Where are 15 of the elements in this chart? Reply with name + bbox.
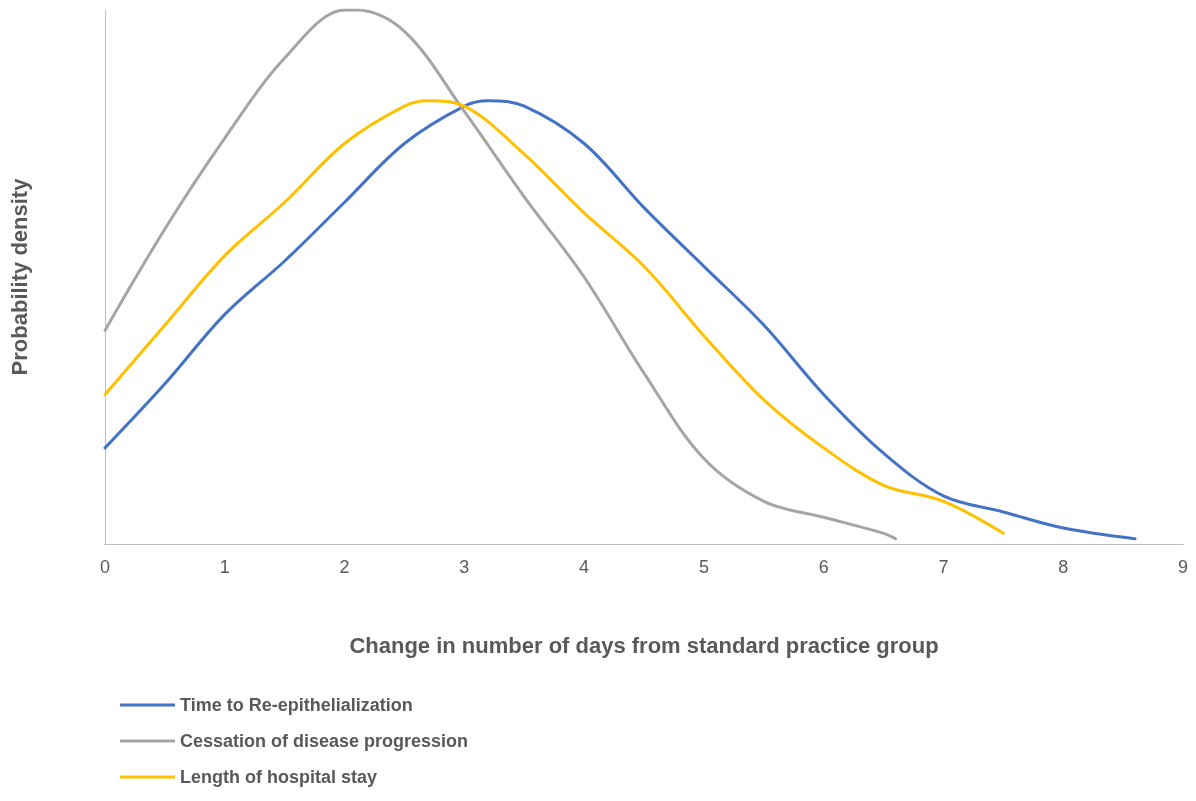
- x-tick-label: 1: [219, 557, 230, 577]
- y-axis-title: Probability density: [6, 177, 32, 376]
- x-axis-title: Change in number of days from standard practice group: [349, 632, 939, 658]
- legend-label: Time to Re-epithelialization: [180, 695, 413, 715]
- x-tick-label: 5: [698, 557, 709, 577]
- legend-label: Length of hospital stay: [180, 767, 378, 787]
- legend-label: Cessation of disease progression: [180, 731, 469, 751]
- x-tick-label: 4: [579, 557, 590, 577]
- x-tick-label: 6: [818, 557, 829, 577]
- x-tick-label: 2: [339, 557, 350, 577]
- x-tick-label: 8: [1058, 557, 1069, 577]
- x-tick-label: 0: [99, 557, 111, 577]
- x-tick-label: 7: [938, 557, 949, 577]
- x-tick-label: 9: [1177, 557, 1189, 577]
- x-tick-label: 3: [459, 557, 470, 577]
